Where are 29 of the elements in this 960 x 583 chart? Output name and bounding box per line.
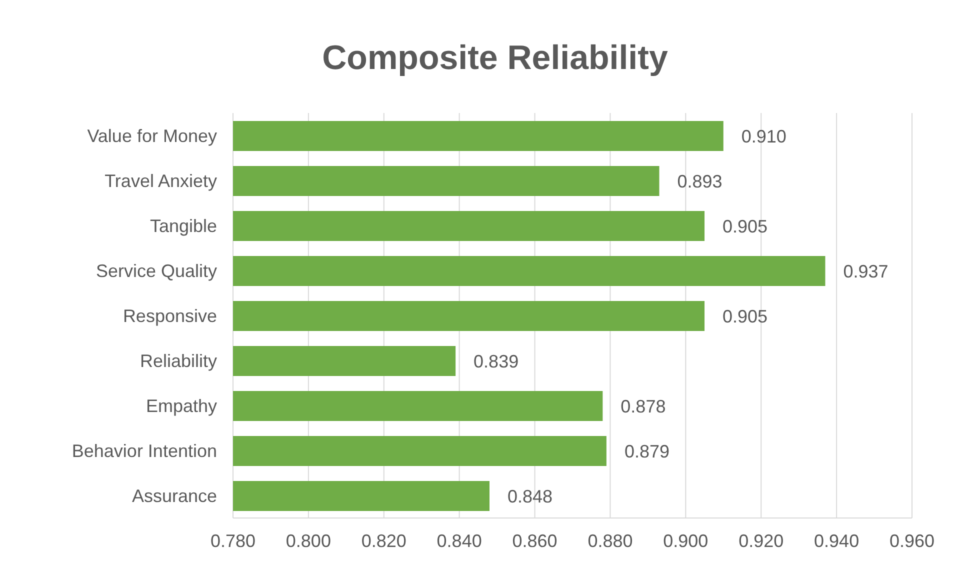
data-label: 0.905 — [722, 306, 768, 326]
chart-title: Composite Reliability — [321, 38, 669, 78]
x-tick-label: 0.900 — [663, 530, 708, 551]
y-tick-label: Travel Anxiety — [104, 170, 217, 191]
x-tick-label: 0.940 — [814, 530, 860, 551]
data-label: 0.893 — [677, 171, 722, 192]
data-label: 0.878 — [620, 396, 666, 416]
data-label: 0.937 — [843, 261, 888, 282]
y-tick-label: Empathy — [146, 396, 217, 416]
x-tick-label: 0.960 — [889, 530, 935, 551]
y-tick-label: Behavior Intention — [72, 440, 217, 461]
x-tick-label: 0.800 — [286, 530, 331, 551]
x-tick-label: 0.840 — [436, 530, 482, 551]
data-label: 0.848 — [508, 486, 553, 506]
data-label: 0.839 — [474, 351, 519, 372]
y-tick-label: Service Quality — [96, 260, 217, 281]
data-label: 0.879 — [624, 441, 670, 462]
x-tick-label: 0.920 — [738, 530, 784, 551]
y-tick-label: Tangible — [150, 216, 217, 236]
x-tick-label: 0.880 — [588, 530, 633, 551]
y-tick-label: Reliability — [140, 350, 217, 371]
x-tick-label: 0.820 — [361, 530, 406, 551]
data-label: 0.910 — [741, 126, 786, 146]
x-tick-label: 0.860 — [512, 530, 558, 551]
y-tick-label: Assurance — [132, 486, 217, 506]
y-tick-label: Responsive — [122, 306, 217, 326]
x-tick-label: 0.780 — [210, 530, 256, 551]
y-tick-label: Value for Money — [87, 126, 217, 146]
data-label: 0.905 — [722, 216, 768, 236]
